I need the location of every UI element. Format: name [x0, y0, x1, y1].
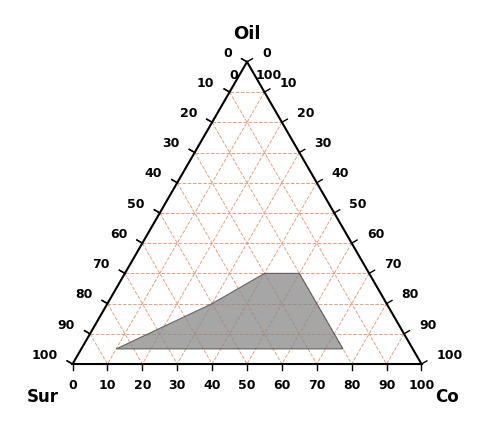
Text: 90: 90	[419, 319, 436, 332]
Text: 80: 80	[343, 379, 360, 392]
Text: 100: 100	[436, 349, 463, 362]
Text: 90: 90	[58, 319, 75, 332]
Text: 60: 60	[367, 228, 384, 241]
Text: 50: 50	[127, 198, 145, 211]
Text: 0: 0	[223, 47, 232, 60]
Text: 100: 100	[408, 379, 434, 392]
Text: 90: 90	[378, 379, 395, 392]
Text: 0: 0	[262, 47, 271, 60]
Text: 70: 70	[308, 379, 326, 392]
Text: 10: 10	[99, 379, 116, 392]
Text: 100: 100	[31, 349, 58, 362]
Text: 20: 20	[297, 107, 315, 120]
Text: 10: 10	[197, 77, 214, 90]
Text: 0: 0	[229, 69, 238, 82]
Text: 20: 20	[179, 107, 197, 120]
Text: 70: 70	[384, 258, 402, 271]
Text: 20: 20	[134, 379, 151, 392]
Text: 60: 60	[110, 228, 127, 241]
Text: 30: 30	[162, 137, 179, 150]
Text: 80: 80	[402, 288, 419, 301]
Text: 40: 40	[145, 168, 162, 181]
Text: 40: 40	[203, 379, 221, 392]
Text: 80: 80	[75, 288, 92, 301]
Text: Sur: Sur	[27, 389, 59, 406]
Text: Oil: Oil	[233, 25, 261, 43]
Text: 0: 0	[68, 379, 77, 392]
Text: 60: 60	[273, 379, 291, 392]
Polygon shape	[116, 273, 343, 349]
Text: 30: 30	[168, 379, 186, 392]
Text: Co: Co	[435, 389, 459, 406]
Text: 50: 50	[238, 379, 256, 392]
Text: 50: 50	[349, 198, 367, 211]
Text: 10: 10	[280, 77, 297, 90]
Text: 70: 70	[92, 258, 110, 271]
Text: 40: 40	[332, 168, 349, 181]
Text: 30: 30	[315, 137, 332, 150]
Text: 100: 100	[256, 69, 282, 82]
